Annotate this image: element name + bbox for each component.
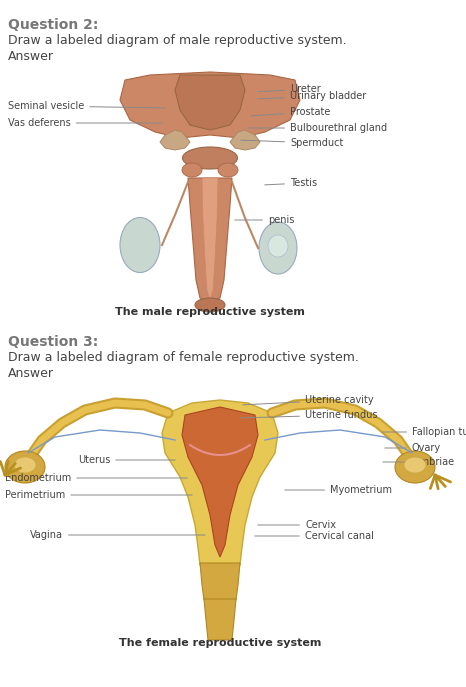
Ellipse shape (268, 235, 288, 257)
Text: The female reproductive system: The female reproductive system (119, 638, 321, 648)
Text: Cervix: Cervix (258, 520, 336, 530)
Text: Ovary: Ovary (385, 443, 441, 453)
Text: Spermduct: Spermduct (241, 138, 343, 148)
Text: Urinary bladder: Urinary bladder (258, 91, 366, 101)
Ellipse shape (182, 163, 202, 177)
Text: Myometrium: Myometrium (285, 485, 392, 495)
Text: Perimetrium: Perimetrium (5, 490, 192, 500)
Polygon shape (160, 130, 190, 150)
Ellipse shape (14, 457, 36, 473)
Polygon shape (182, 407, 258, 557)
Polygon shape (204, 599, 236, 640)
Polygon shape (230, 130, 260, 150)
Text: Uterus: Uterus (78, 455, 175, 465)
Text: Endometrium: Endometrium (5, 473, 187, 483)
Polygon shape (120, 72, 300, 138)
Text: Draw a labeled diagram of male reproductive system.: Draw a labeled diagram of male reproduct… (8, 34, 347, 47)
Text: Testis: Testis (265, 178, 317, 188)
Ellipse shape (218, 163, 238, 177)
Text: Answer: Answer (8, 367, 54, 380)
Ellipse shape (404, 457, 426, 473)
Text: Vagina: Vagina (30, 530, 205, 540)
Polygon shape (200, 563, 240, 600)
Polygon shape (202, 178, 218, 300)
Ellipse shape (395, 451, 435, 483)
Text: Question 2:: Question 2: (8, 18, 98, 32)
Text: Prostate: Prostate (251, 107, 330, 117)
Text: Vas deferens: Vas deferens (8, 118, 162, 128)
Text: Cervical canal: Cervical canal (255, 531, 374, 541)
Ellipse shape (259, 222, 297, 274)
Ellipse shape (183, 147, 238, 169)
Text: Bulbourethral gland: Bulbourethral gland (248, 123, 387, 133)
Text: Ureter: Ureter (258, 84, 321, 94)
Text: penis: penis (235, 215, 295, 225)
Text: Fallopian tube: Fallopian tube (383, 427, 466, 437)
Ellipse shape (5, 451, 45, 483)
Text: Uterine cavity: Uterine cavity (243, 395, 374, 405)
Polygon shape (188, 178, 232, 302)
Text: Fimbriae: Fimbriae (383, 457, 454, 467)
Text: Seminal vesicle: Seminal vesicle (8, 101, 165, 111)
Text: The male reproductive system: The male reproductive system (115, 307, 305, 317)
Polygon shape (175, 75, 245, 130)
Text: Answer: Answer (8, 50, 54, 63)
Text: Uterine fundus: Uterine fundus (241, 410, 377, 420)
Ellipse shape (120, 218, 160, 273)
Ellipse shape (195, 298, 225, 312)
Text: Question 3:: Question 3: (8, 335, 98, 349)
Text: Draw a labeled diagram of female reproductive system.: Draw a labeled diagram of female reprodu… (8, 351, 359, 364)
Polygon shape (162, 400, 278, 565)
